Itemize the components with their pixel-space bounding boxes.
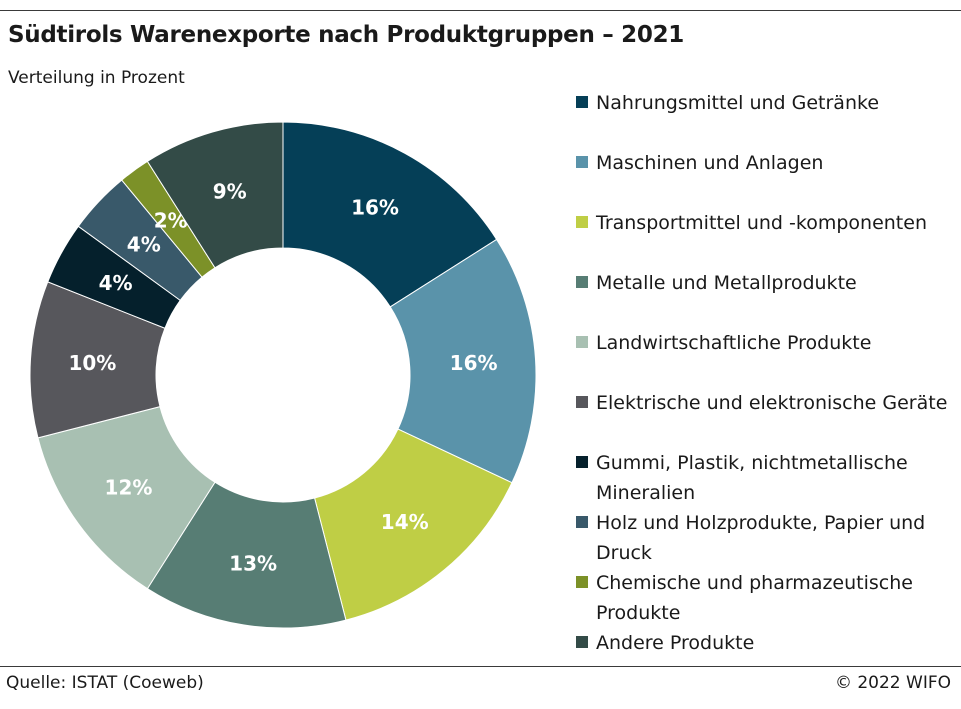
legend-item: Elektrische und elektronische Geräte [576,388,956,418]
slice-value-label: 4% [99,271,133,295]
legend-item: Gummi, Plastik, nichtmetallische Mineral… [576,448,956,508]
donut-chart: 16%16%14%13%12%10%4%4%2%9% [29,121,537,629]
legend-swatch [576,96,588,108]
legend-label: Elektrische und elektronische Geräte [596,392,948,414]
slice-value-label: 4% [127,232,161,256]
slice-value-label: 13% [229,552,277,576]
slice-value-label: 16% [450,351,498,375]
legend-label: Gummi, Plastik, nichtmetallische Mineral… [596,452,908,504]
top-rule [0,10,961,11]
legend-label: Transportmittel und -komponenten [596,212,927,234]
legend-label: Chemische und pharmazeutische Produkte [596,572,913,624]
legend-swatch [576,396,588,408]
legend-swatch [576,216,588,228]
donut-slice [389,238,537,484]
legend-label: Nahrungsmittel und Getränke [596,92,880,114]
legend-item: Landwirtschaftliche Produkte [576,328,956,358]
slice-value-label: 16% [351,196,399,220]
legend-item: Metalle und Metallprodukte [576,268,956,298]
legend-label: Maschinen und Anlagen [596,152,824,174]
legend-item: Holz und Holzprodukte, Papier und Druck [576,508,956,568]
legend-swatch [576,636,588,648]
legend-swatch [576,456,588,468]
legend-label: Holz und Holzprodukte, Papier und Druck [596,512,926,564]
copyright-note: © 2022 WIFO [834,673,951,693]
chart-title: Südtirols Warenexporte nach Produktgrupp… [8,22,684,48]
slice-value-label: 14% [381,510,429,534]
legend-label: Landwirtschaftliche Produkte [596,332,872,354]
legend-swatch [576,276,588,288]
legend-label: Andere Produkte [596,632,755,654]
legend-item: Maschinen und Anlagen [576,148,956,178]
donut-slice [146,121,284,269]
legend-item: Andere Produkte [576,628,956,658]
legend-item: Transportmittel und -komponenten [576,208,956,238]
legend-swatch [576,336,588,348]
legend-label: Metalle und Metallprodukte [596,272,857,294]
legend-swatch [576,516,588,528]
slice-value-label: 10% [68,351,116,375]
donut-slice [282,121,498,308]
donut-slice [313,428,513,621]
legend-item: Chemische und pharmazeutische Produkte [576,568,956,628]
legend-item: Nahrungsmittel und Getränke [576,88,956,118]
legend-swatch [576,576,588,588]
chart-subtitle: Verteilung in Prozent [8,68,185,88]
bottom-rule [0,666,961,667]
legend-swatch [576,156,588,168]
slice-value-label: 12% [105,475,153,499]
slice-value-label: 9% [213,180,247,204]
source-note: Quelle: ISTAT (Coeweb) [6,673,204,693]
